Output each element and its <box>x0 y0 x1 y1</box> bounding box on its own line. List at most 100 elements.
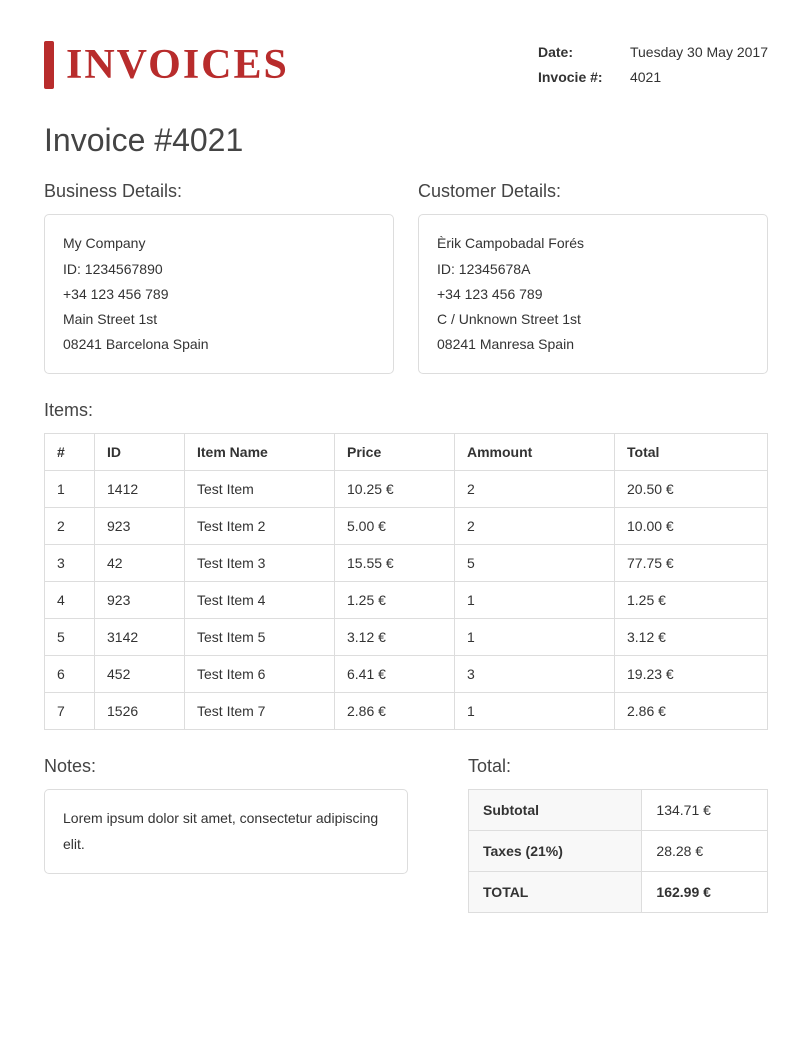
invno-value: 4021 <box>630 65 661 90</box>
customer-card: Èrik Campobadal Forés ID: 12345678A +34 … <box>418 214 768 374</box>
cell-n: 3 <box>45 545 95 582</box>
meta-invno-row: Invocie #: 4021 <box>538 65 768 90</box>
business-section: Business Details: My Company ID: 1234567… <box>44 181 394 374</box>
col-header-name: Item Name <box>185 434 335 471</box>
customer-name: Èrik Campobadal Forés <box>437 231 749 256</box>
taxes-label: Taxes (21%) <box>469 831 642 872</box>
header-meta: Date: Tuesday 30 May 2017 Invocie #: 402… <box>538 40 768 90</box>
meta-date-row: Date: Tuesday 30 May 2017 <box>538 40 768 65</box>
col-header-id: ID <box>95 434 185 471</box>
taxes-value: 28.28 € <box>642 831 768 872</box>
cell-amount: 1 <box>455 582 615 619</box>
cell-n: 1 <box>45 471 95 508</box>
grand-label: TOTAL <box>469 872 642 913</box>
col-header-price: Price <box>335 434 455 471</box>
table-row: 71526Test Item 72.86 €12.86 € <box>45 693 768 730</box>
cell-price: 10.25 € <box>335 471 455 508</box>
cell-amount: 1 <box>455 619 615 656</box>
date-value: Tuesday 30 May 2017 <box>630 40 768 65</box>
cell-n: 2 <box>45 508 95 545</box>
cell-price: 5.00 € <box>335 508 455 545</box>
cell-n: 4 <box>45 582 95 619</box>
cell-price: 3.12 € <box>335 619 455 656</box>
col-header-num: # <box>45 434 95 471</box>
cell-name: Test Item 4 <box>185 582 335 619</box>
customer-section: Customer Details: Èrik Campobadal Forés … <box>418 181 768 374</box>
cell-id: 1526 <box>95 693 185 730</box>
table-row: 11412Test Item10.25 €220.50 € <box>45 471 768 508</box>
header: INVOICES Date: Tuesday 30 May 2017 Invoc… <box>44 40 768 90</box>
items-tbody: 11412Test Item10.25 €220.50 €2923Test It… <box>45 471 768 730</box>
business-heading: Business Details: <box>44 181 394 202</box>
notes-text: Lorem ipsum dolor sit amet, consectetur … <box>63 810 378 851</box>
cell-price: 2.86 € <box>335 693 455 730</box>
cell-amount: 5 <box>455 545 615 582</box>
business-card: My Company ID: 1234567890 +34 123 456 78… <box>44 214 394 374</box>
cell-n: 6 <box>45 656 95 693</box>
cell-n: 7 <box>45 693 95 730</box>
cell-total: 1.25 € <box>615 582 768 619</box>
cell-n: 5 <box>45 619 95 656</box>
notes-card: Lorem ipsum dolor sit amet, consectetur … <box>44 789 408 873</box>
col-header-amount: Ammount <box>455 434 615 471</box>
cell-total: 3.12 € <box>615 619 768 656</box>
cell-id: 923 <box>95 508 185 545</box>
business-phone: +34 123 456 789 <box>63 282 375 307</box>
cell-name: Test Item 7 <box>185 693 335 730</box>
cell-total: 19.23 € <box>615 656 768 693</box>
business-id: ID: 1234567890 <box>63 257 375 282</box>
table-row: 6452Test Item 66.41 €319.23 € <box>45 656 768 693</box>
totals-table: Subtotal 134.71 € Taxes (21%) 28.28 € TO… <box>468 789 768 913</box>
items-thead: # ID Item Name Price Ammount Total <box>45 434 768 471</box>
cell-total: 2.86 € <box>615 693 768 730</box>
cell-id: 3142 <box>95 619 185 656</box>
items-table: # ID Item Name Price Ammount Total 11412… <box>44 433 768 730</box>
customer-street: C / Unknown Street 1st <box>437 307 749 332</box>
business-city: 08241 Barcelona Spain <box>63 332 375 357</box>
cell-total: 20.50 € <box>615 471 768 508</box>
cell-total: 10.00 € <box>615 508 768 545</box>
cell-name: Test Item 5 <box>185 619 335 656</box>
totals-row-subtotal: Subtotal 134.71 € <box>469 790 768 831</box>
table-row: 53142Test Item 53.12 €13.12 € <box>45 619 768 656</box>
customer-phone: +34 123 456 789 <box>437 282 749 307</box>
table-row: 2923Test Item 25.00 €210.00 € <box>45 508 768 545</box>
cell-price: 15.55 € <box>335 545 455 582</box>
cell-name: Test Item 2 <box>185 508 335 545</box>
notes-heading: Notes: <box>44 756 408 777</box>
date-label: Date: <box>538 40 620 65</box>
invno-label: Invocie #: <box>538 65 620 90</box>
totals-row-grand: TOTAL 162.99 € <box>469 872 768 913</box>
col-header-total: Total <box>615 434 768 471</box>
totals-row-taxes: Taxes (21%) 28.28 € <box>469 831 768 872</box>
totals-heading: Total: <box>468 756 768 777</box>
table-row: 342Test Item 315.55 €577.75 € <box>45 545 768 582</box>
subtotal-label: Subtotal <box>469 790 642 831</box>
business-street: Main Street 1st <box>63 307 375 332</box>
logo-text: INVOICES <box>66 41 289 89</box>
cell-name: Test Item 3 <box>185 545 335 582</box>
cell-price: 1.25 € <box>335 582 455 619</box>
cell-name: Test Item 6 <box>185 656 335 693</box>
customer-heading: Customer Details: <box>418 181 768 202</box>
grand-value: 162.99 € <box>642 872 768 913</box>
cell-name: Test Item <box>185 471 335 508</box>
cell-id: 923 <box>95 582 185 619</box>
customer-id: ID: 12345678A <box>437 257 749 282</box>
table-row: 4923Test Item 41.25 €11.25 € <box>45 582 768 619</box>
subtotal-value: 134.71 € <box>642 790 768 831</box>
page-title: Invoice #4021 <box>44 122 768 159</box>
logo-bar-icon <box>44 41 54 89</box>
customer-city: 08241 Manresa Spain <box>437 332 749 357</box>
totals-section: Total: Subtotal 134.71 € Taxes (21%) 28.… <box>468 756 768 913</box>
cell-amount: 2 <box>455 508 615 545</box>
cell-amount: 2 <box>455 471 615 508</box>
cell-id: 1412 <box>95 471 185 508</box>
cell-id: 452 <box>95 656 185 693</box>
notes-section: Notes: Lorem ipsum dolor sit amet, conse… <box>44 756 408 913</box>
cell-id: 42 <box>95 545 185 582</box>
cell-price: 6.41 € <box>335 656 455 693</box>
business-name: My Company <box>63 231 375 256</box>
cell-amount: 3 <box>455 656 615 693</box>
cell-amount: 1 <box>455 693 615 730</box>
